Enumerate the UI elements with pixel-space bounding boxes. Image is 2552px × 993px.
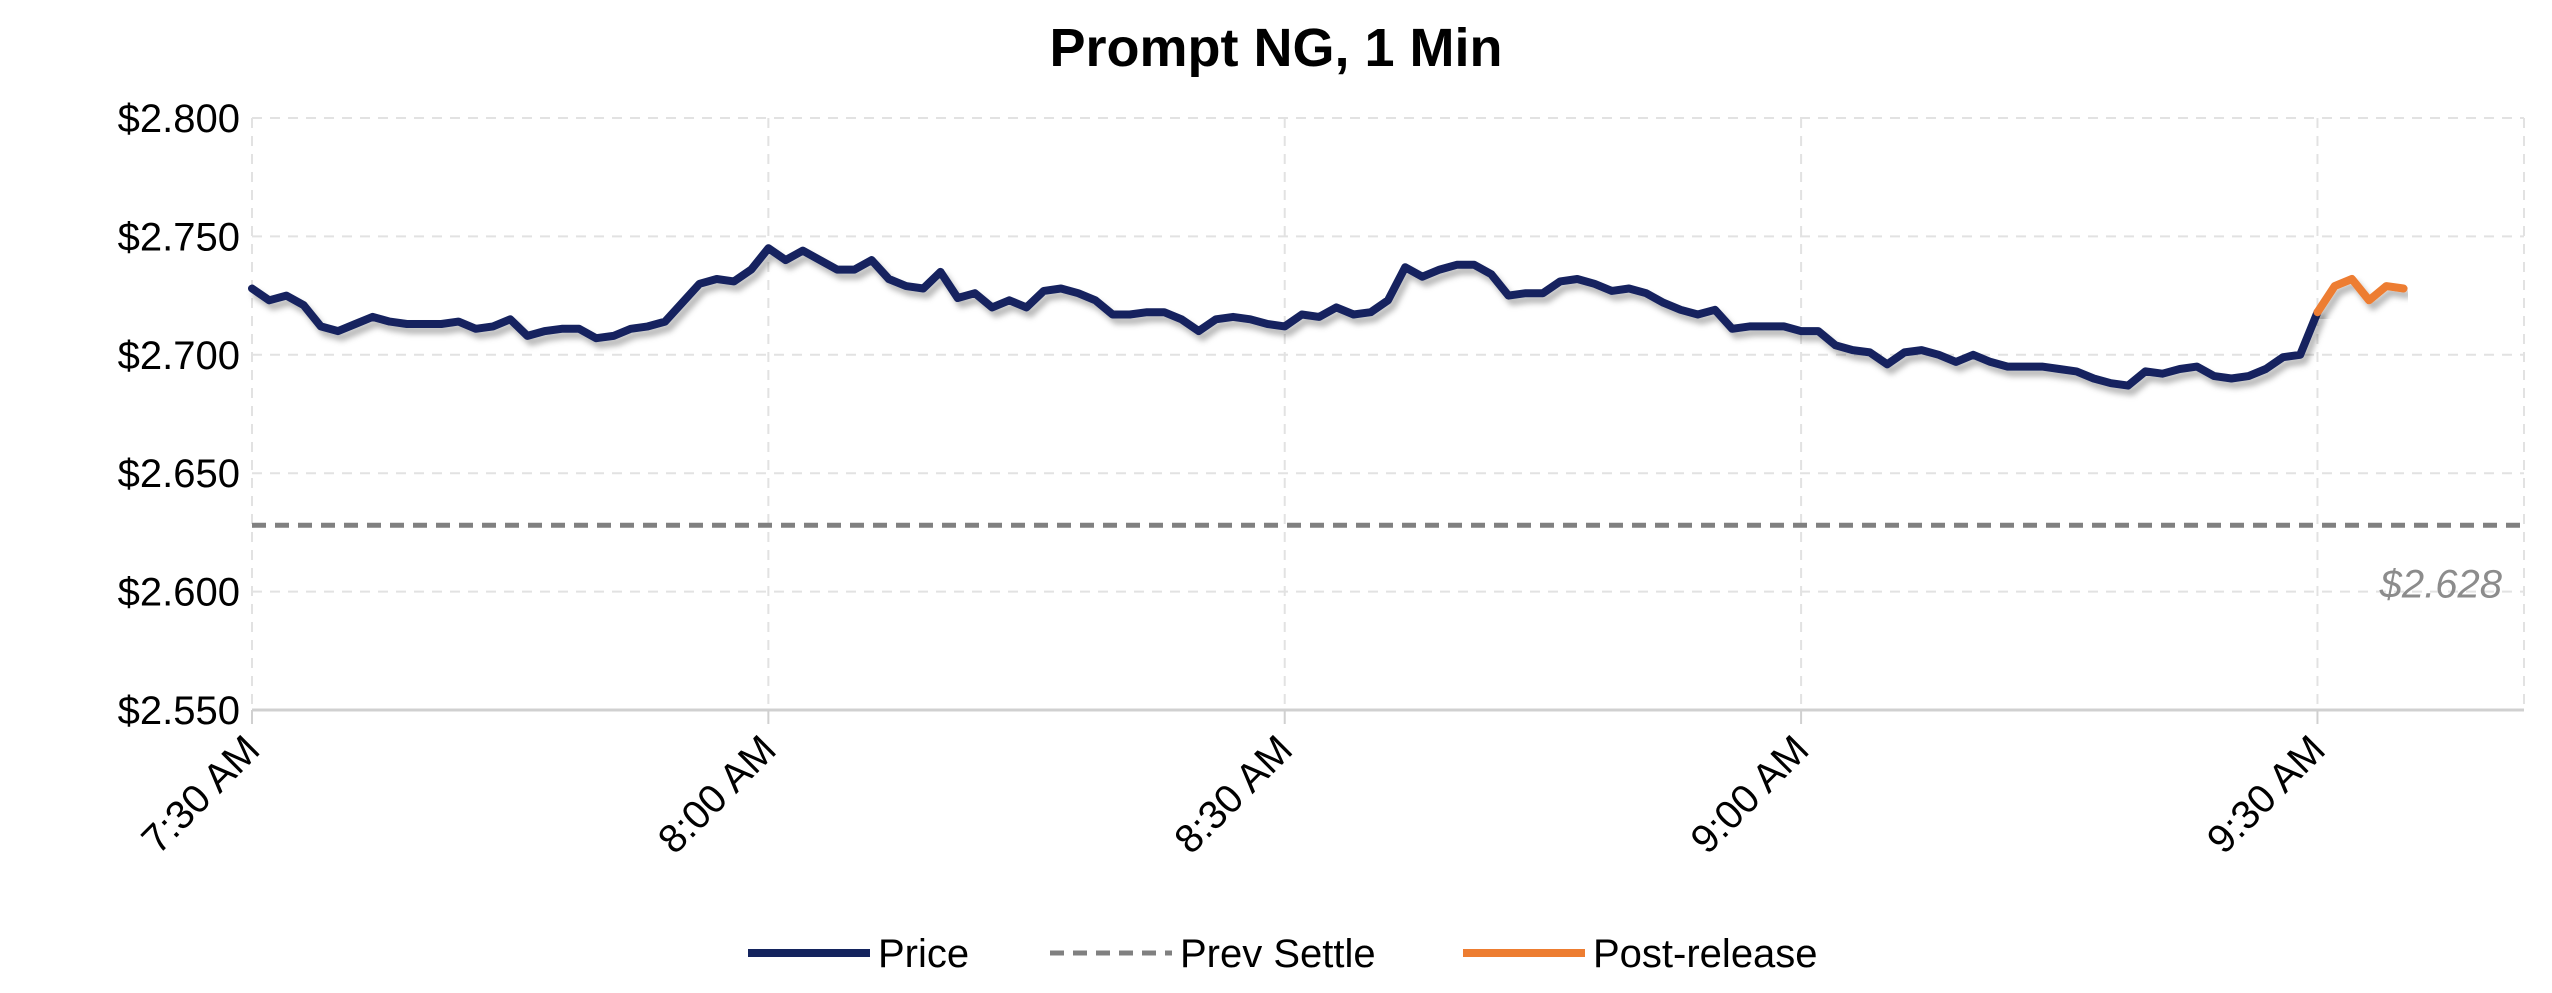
legend-label: Price: [878, 932, 969, 976]
y-tick-label: $2.650: [118, 452, 240, 496]
series-line-price: [248, 244, 2322, 390]
y-tick-label: $2.750: [118, 215, 240, 259]
y-tick-label: $2.800: [118, 97, 240, 141]
x-tick-label: 8:30 AM: [1166, 727, 1301, 862]
y-tick-label: $2.700: [118, 334, 240, 378]
legend-item-price: Price: [748, 932, 969, 976]
legend: Price Prev Settle Post-release: [748, 932, 1818, 976]
legend-item-prev-settle: Prev Settle: [1050, 932, 1376, 976]
x-tick-label: 9:00 AM: [1683, 727, 1818, 862]
legend-item-post-release: Post-release: [1463, 932, 1818, 976]
x-tick-label: 7:30 AM: [133, 727, 268, 862]
chart-title: Prompt NG, 1 Min: [1049, 18, 1502, 78]
y-tick-label: $2.600: [118, 571, 240, 615]
x-tick-label: 8:00 AM: [650, 727, 785, 862]
series: [248, 244, 2524, 528]
grid: [251, 117, 2525, 710]
series-line-post-release: [2313, 275, 2408, 317]
annotations: $2.628: [2379, 562, 2503, 606]
legend-label: Post-release: [1593, 932, 1818, 976]
legend-label: Prev Settle: [1180, 932, 1376, 976]
y-tick-label: $2.550: [118, 689, 240, 733]
x-tick-label: 9:30 AM: [2199, 727, 2334, 862]
axes: $2.800 $2.750 $2.700 $2.650 $2.600 $2.5507:30…: [118, 97, 2524, 862]
prev-settle-value-label: $2.628: [2379, 562, 2503, 606]
